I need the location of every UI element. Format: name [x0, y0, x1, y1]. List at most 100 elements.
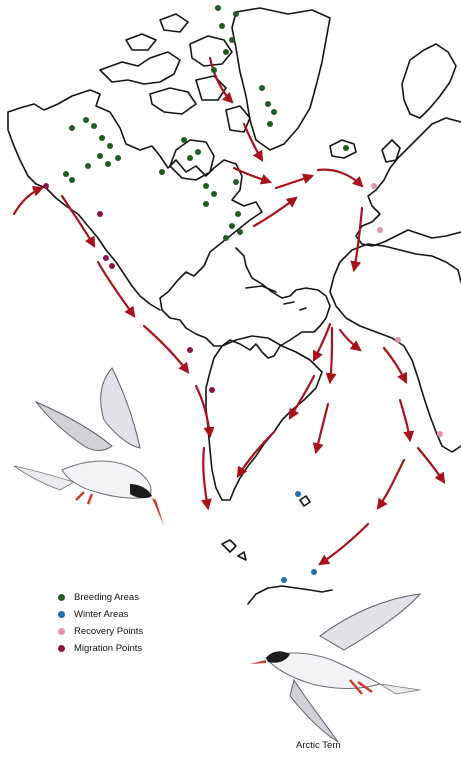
site-marker	[107, 143, 113, 149]
site-marker	[99, 135, 105, 141]
site-marker	[265, 101, 271, 107]
site-marker	[187, 347, 193, 353]
flight-route-arrow	[60, 194, 96, 248]
site-marker	[69, 125, 75, 131]
legend-item-winter-areas: Winter Areas	[58, 606, 188, 623]
site-marker	[115, 155, 121, 161]
flight-route-arrow	[201, 446, 212, 511]
legend-label: Winter Areas	[74, 609, 129, 620]
site-marker	[97, 153, 103, 159]
flight-route-arrow	[416, 446, 446, 484]
site-marker	[203, 183, 209, 189]
legend-label: Recovery Points	[74, 626, 144, 637]
flight-route-arrow	[350, 206, 364, 273]
site-marker	[395, 337, 401, 343]
arctic-islands-coast	[99, 13, 251, 133]
site-marker	[105, 161, 111, 167]
breeding-area-markers	[63, 5, 349, 241]
site-marker	[437, 431, 443, 437]
flight-route-arrow	[142, 324, 190, 374]
recovery-point-marker-icon	[58, 628, 65, 635]
flight-route-arrow	[12, 186, 45, 216]
legend-item-migration-points: Migration Points	[58, 640, 188, 657]
site-marker	[159, 169, 165, 175]
site-marker	[103, 255, 109, 261]
site-marker	[295, 491, 301, 497]
flight-route-arrow	[208, 56, 234, 104]
legend-label: Breeding Areas	[74, 592, 139, 603]
arctic-tern-illustration	[13, 367, 164, 526]
site-marker	[311, 569, 317, 575]
iceland-coast	[329, 139, 357, 159]
site-marker	[109, 263, 115, 269]
site-marker	[215, 5, 221, 11]
site-marker	[233, 179, 239, 185]
flight-route-arrow	[312, 402, 330, 455]
migration-routes	[12, 56, 446, 566]
site-marker	[343, 145, 349, 151]
site-marker	[219, 23, 225, 29]
site-marker	[203, 201, 209, 207]
site-marker	[211, 191, 217, 197]
winter-area-marker-icon	[58, 611, 65, 618]
caribbean-islands	[245, 285, 307, 311]
site-marker	[83, 117, 89, 123]
site-marker	[223, 49, 229, 55]
breeding-area-marker-icon	[58, 594, 65, 601]
flight-route-arrow	[96, 260, 136, 318]
legend-label: Migration Points	[74, 643, 143, 654]
hudson-bay-coast	[169, 139, 215, 181]
site-marker	[91, 123, 97, 129]
subantarctic-islands	[221, 495, 311, 561]
flight-route-arrow	[242, 122, 264, 162]
legend-item-breeding-areas: Breeding Areas	[58, 589, 188, 606]
recovery-point-markers	[371, 183, 443, 437]
site-marker	[211, 67, 217, 73]
flight-route-arrow	[338, 328, 362, 352]
site-marker	[181, 137, 187, 143]
migration-point-markers	[43, 183, 215, 393]
site-marker	[63, 171, 69, 177]
flight-route-arrow	[325, 326, 337, 385]
site-marker	[259, 85, 265, 91]
flight-route-arrow	[236, 430, 276, 478]
flight-route-arrow	[376, 458, 406, 510]
site-marker	[271, 109, 277, 115]
europe-coast	[355, 43, 461, 247]
flight-route-arrow	[274, 173, 315, 190]
site-marker	[235, 211, 241, 217]
site-marker	[371, 183, 377, 189]
flight-route-arrow	[232, 166, 273, 185]
flight-route-arrow	[316, 168, 364, 188]
coastlines	[7, 7, 461, 605]
africa-coast	[329, 243, 461, 453]
site-marker	[195, 149, 201, 155]
site-marker	[97, 211, 103, 217]
site-marker	[223, 235, 229, 241]
migration-point-marker-icon	[58, 645, 65, 652]
flight-route-arrow	[288, 374, 316, 420]
antarctica-coast	[247, 585, 333, 605]
site-marker	[209, 387, 215, 393]
flight-route-arrow	[382, 346, 408, 384]
map-legend: Breeding Areas Winter Areas Recovery Poi…	[58, 589, 188, 657]
greenland-coast	[231, 7, 331, 151]
legend-item-recovery-points: Recovery Points	[58, 623, 188, 640]
site-marker	[377, 227, 383, 233]
south-america-coast	[205, 335, 323, 501]
flight-route-arrow	[398, 398, 415, 443]
flight-route-arrow	[318, 522, 370, 566]
site-marker	[267, 121, 273, 127]
flight-route-arrow	[194, 384, 215, 439]
site-marker	[233, 11, 239, 17]
site-marker	[85, 163, 91, 169]
winter-area-markers	[281, 491, 317, 583]
site-marker	[229, 37, 235, 43]
site-marker	[281, 577, 287, 583]
flight-route-arrow	[312, 322, 332, 362]
site-marker	[43, 183, 49, 189]
flight-route-arrow	[252, 196, 298, 228]
species-caption: Arctic Tern	[296, 740, 341, 751]
north-america-coast	[7, 89, 331, 359]
